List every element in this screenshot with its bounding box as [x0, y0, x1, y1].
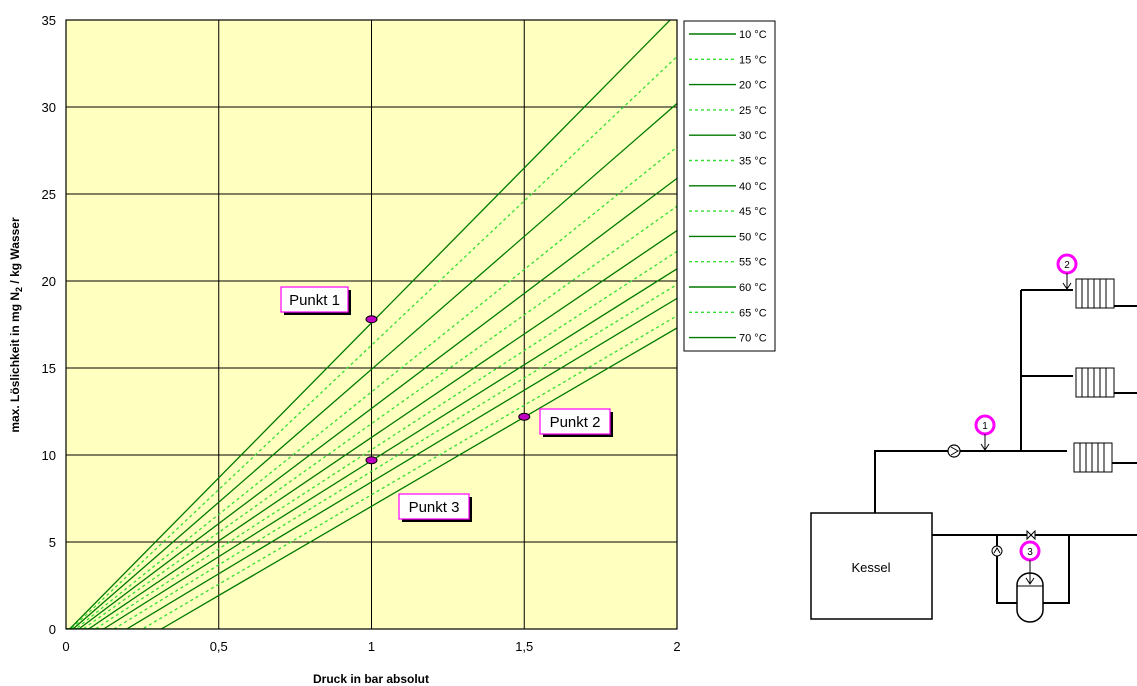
- legend-label: 35 °C: [739, 156, 767, 168]
- legend-label: 30 °C: [739, 130, 767, 142]
- vessel-loop-right: [1043, 535, 1070, 604]
- series-line-10c: [66, 20, 672, 629]
- x-tick-label: 1,5: [515, 639, 533, 654]
- series-line-70c: [66, 327, 677, 629]
- y-tick-label: 15: [42, 361, 56, 376]
- legend-label: 10 °C: [739, 29, 767, 41]
- x-tick-labels: 0 0,5 1 1,5 2: [62, 639, 680, 654]
- marker-2: 2: [1056, 253, 1078, 290]
- y-tick-label: 35: [42, 13, 56, 28]
- y-tick-label: 25: [42, 187, 56, 202]
- y-tick-label: 20: [42, 274, 56, 289]
- legend-label: 70 °C: [739, 333, 767, 345]
- legend-label: 15 °C: [739, 54, 767, 66]
- series-line-15c: [66, 56, 677, 629]
- y-axis-label-subscript: 2: [14, 287, 24, 292]
- marker-3: 3: [1019, 540, 1041, 585]
- legend: 10 °C 15 °C 20 °C 25 °C 30 °C 35 °C 40 °C 45 °C…: [683, 20, 776, 352]
- point-label-2: Punkt 2: [539, 408, 613, 437]
- legend-label: 25 °C: [739, 105, 767, 117]
- radiator-middle: [1075, 367, 1115, 398]
- y-tick-label: 10: [42, 448, 56, 463]
- heating-system-diagram: Kessel: [810, 253, 1137, 623]
- y-axis-label-main: max. Löslichkeit in mg N: [8, 292, 22, 433]
- y-tick-label: 5: [49, 535, 56, 550]
- check-valve-arrow: [993, 547, 1001, 554]
- pump-icon: [947, 444, 961, 458]
- expansion-vessel: [1016, 572, 1044, 623]
- legend-label: 55 °C: [739, 257, 767, 269]
- point-labels: Punkt 1 Punkt 2 Punkt 3: [280, 286, 613, 522]
- kessel-label: Kessel: [851, 560, 890, 575]
- y-tick-labels: 0 5 10 15 20 25 30 35: [42, 13, 56, 637]
- data-point: [365, 315, 378, 324]
- svg-text:Punkt 2: Punkt 2: [550, 414, 601, 431]
- series-line-20c: [66, 103, 677, 629]
- y-axis-label-tail: / kg Wasser: [8, 217, 22, 287]
- series-line-25c: [66, 146, 677, 629]
- series-line-60c: [66, 297, 677, 629]
- radiator-bottom: [1073, 442, 1113, 473]
- valve-icon: [1026, 529, 1036, 541]
- plot-frame: [65, 19, 678, 630]
- legend-label: 65 °C: [739, 307, 767, 319]
- data-point: [365, 456, 378, 465]
- series-line-40c: [66, 230, 677, 629]
- kessel-box: [810, 512, 933, 620]
- radiator-top: [1075, 278, 1115, 309]
- data-point: [518, 412, 531, 421]
- grid: [65, 19, 678, 630]
- y-axis-label: max. Löslichkeit in mg N2 / kg Wasser: [8, 217, 24, 433]
- svg-text:3: 3: [1027, 547, 1033, 558]
- y-tick-label: 0: [49, 622, 56, 637]
- legend-label: 20 °C: [739, 80, 767, 92]
- svg-text:1: 1: [982, 421, 988, 432]
- point-label-3: Punkt 3: [398, 493, 472, 522]
- series-line-50c: [66, 268, 677, 629]
- y-tick-label: 30: [42, 100, 56, 115]
- legend-label: 40 °C: [739, 181, 767, 193]
- legend-label: 60 °C: [739, 282, 767, 294]
- x-tick-label: 0: [62, 639, 69, 654]
- x-axis-label: Druck in bar absolut: [313, 672, 429, 686]
- x-tick-label: 0,5: [210, 639, 228, 654]
- pump-arrow: [950, 446, 960, 456]
- point-label-1: Punkt 1: [280, 286, 351, 315]
- vessel-loop-left: [996, 535, 1017, 604]
- legend-label: 50 °C: [739, 231, 767, 243]
- check-valve-icon: [991, 545, 1003, 557]
- svg-text:Punkt 1: Punkt 1: [289, 292, 340, 309]
- series-line-30c: [66, 177, 677, 629]
- x-tick-label: 1: [368, 639, 375, 654]
- legend-label: 45 °C: [739, 206, 767, 218]
- x-tick-label: 2: [673, 639, 680, 654]
- data-points: [365, 315, 531, 465]
- svg-text:2: 2: [1064, 260, 1070, 271]
- svg-text:Punkt 3: Punkt 3: [409, 499, 460, 516]
- series-line-55c: [66, 283, 677, 629]
- marker-1: 1: [974, 414, 996, 451]
- supply-pipe: [874, 450, 1067, 513]
- series-lines: [66, 20, 677, 629]
